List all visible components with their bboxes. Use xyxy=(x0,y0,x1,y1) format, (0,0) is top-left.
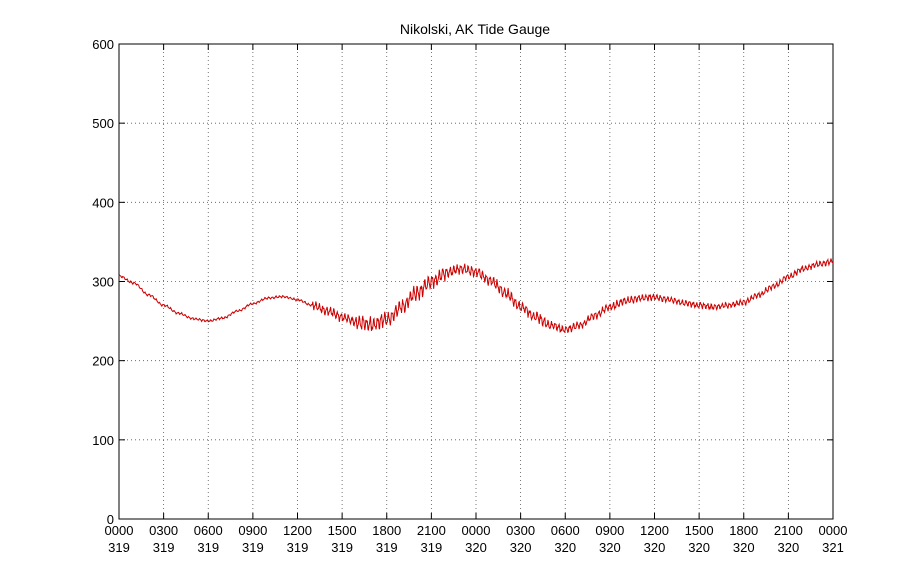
x-tick-label-time: 0000 xyxy=(819,523,848,538)
x-tick-label-time: 1200 xyxy=(640,523,669,538)
x-tick-label-day: 319 xyxy=(242,540,264,555)
x-tick-label-day: 319 xyxy=(108,540,130,555)
x-tick-label-time: 2100 xyxy=(417,523,446,538)
y-tick-label: 200 xyxy=(92,354,114,369)
x-tick-label-day: 320 xyxy=(599,540,621,555)
x-tick-label-time: 0300 xyxy=(506,523,535,538)
x-tick-labels: 0000 319 0300 319 0600 319 0900 319 1200 319 1500 3… xyxy=(105,523,848,555)
x-tick-label-day: 320 xyxy=(688,540,710,555)
x-tick-label-time: 0900 xyxy=(595,523,624,538)
y-tick-label: 0 xyxy=(107,512,114,527)
x-tick-label-time: 1800 xyxy=(729,523,758,538)
x-tick-label-time: 0900 xyxy=(238,523,267,538)
x-tick-label-day: 319 xyxy=(197,540,219,555)
x-tick-label-time: 2100 xyxy=(774,523,803,538)
x-tick-label-day: 319 xyxy=(287,540,309,555)
y-tick-label: 400 xyxy=(92,195,114,210)
y-tick-labels: 0 100 200 300 400 500 600 xyxy=(92,37,114,527)
x-tick-label-time: 0600 xyxy=(551,523,580,538)
x-tick-label-time: 0300 xyxy=(149,523,178,538)
x-tick-label-day: 319 xyxy=(376,540,398,555)
x-tick-label-day: 319 xyxy=(331,540,353,555)
x-tick-label-day: 320 xyxy=(644,540,666,555)
x-tick-label-time: 0000 xyxy=(105,523,134,538)
x-tick-label-time: 1800 xyxy=(372,523,401,538)
y-tick-label: 600 xyxy=(92,37,114,52)
chart-title: Nikolski, AK Tide Gauge xyxy=(400,21,550,37)
x-tick-label-time: 1500 xyxy=(685,523,714,538)
y-tick-label: 100 xyxy=(92,433,114,448)
x-tick-label-time: 1200 xyxy=(283,523,312,538)
x-tick-label-day: 320 xyxy=(733,540,755,555)
x-tick-label-day: 320 xyxy=(510,540,532,555)
y-tick-label: 500 xyxy=(92,116,114,131)
x-tick-label-time: 1500 xyxy=(328,523,357,538)
x-tick-label-time: 0600 xyxy=(194,523,223,538)
x-tick-label-day: 319 xyxy=(421,540,443,555)
y-tick-label: 300 xyxy=(92,275,114,290)
x-tick-label-day: 321 xyxy=(822,540,844,555)
x-tick-label-time: 0000 xyxy=(462,523,491,538)
x-tick-label-day: 319 xyxy=(153,540,175,555)
x-tick-label-day: 320 xyxy=(554,540,576,555)
tide-level-series-line xyxy=(118,257,834,334)
grid-lines xyxy=(119,44,833,519)
axis-ticks xyxy=(118,43,834,520)
x-tick-label-day: 320 xyxy=(465,540,487,555)
x-tick-label-day: 320 xyxy=(778,540,800,555)
